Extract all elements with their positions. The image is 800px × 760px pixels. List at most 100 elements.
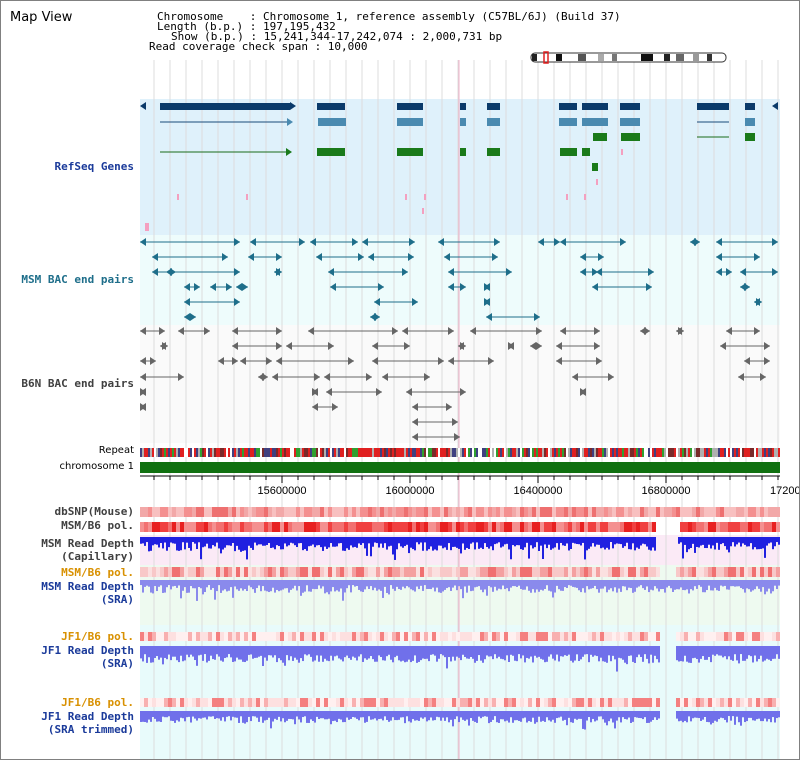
repeat-track-label[interactable]: Repeat [98, 445, 134, 456]
bac-end[interactable] [159, 327, 165, 335]
bac-end[interactable] [222, 253, 228, 261]
bac-end[interactable] [716, 268, 722, 276]
bac-end[interactable] [740, 268, 746, 276]
bac-end[interactable] [538, 238, 544, 246]
bac-end[interactable] [556, 342, 562, 350]
bac-end[interactable] [232, 327, 238, 335]
chromosome-track-label[interactable]: chromosome 1 [59, 461, 134, 472]
gene-feature[interactable] [559, 103, 577, 110]
bac-end[interactable] [486, 313, 492, 321]
bac-end[interactable] [178, 373, 184, 381]
bac-end[interactable] [594, 342, 600, 350]
bac-end[interactable] [694, 238, 700, 246]
pseudo-gene[interactable] [566, 194, 568, 200]
bac-end[interactable] [404, 342, 410, 350]
bac-end[interactable] [608, 373, 614, 381]
bac-end[interactable] [240, 357, 246, 365]
bac-end[interactable] [374, 298, 380, 306]
gene-feature[interactable] [745, 133, 755, 141]
gene-feature[interactable] [582, 103, 608, 110]
bac-end[interactable] [242, 283, 248, 291]
bac-end[interactable] [362, 238, 368, 246]
pseudo-gene[interactable] [584, 194, 586, 200]
bac-end[interactable] [412, 433, 418, 441]
bac-end[interactable] [620, 238, 626, 246]
bac-end[interactable] [316, 253, 322, 261]
bac-end[interactable] [530, 342, 536, 350]
gene-feature[interactable] [745, 103, 755, 110]
bac-end[interactable] [376, 388, 382, 396]
bac-end[interactable] [460, 388, 466, 396]
bac-end[interactable] [152, 268, 158, 276]
bac-end[interactable] [438, 357, 444, 365]
b6n-bac-track-label[interactable]: B6N BAC end pairs [21, 377, 134, 390]
bac-end[interactable] [756, 298, 762, 306]
bac-end[interactable] [332, 403, 338, 411]
bac-end[interactable] [754, 327, 760, 335]
bac-end[interactable] [406, 388, 412, 396]
gene-feature[interactable] [160, 103, 290, 110]
bac-end[interactable] [326, 388, 332, 396]
bac-end[interactable] [484, 283, 490, 291]
bac-end[interactable] [448, 268, 454, 276]
bac-end[interactable] [764, 357, 770, 365]
bac-end[interactable] [140, 388, 146, 396]
gene-feature[interactable] [317, 103, 345, 110]
msm-pol-track-label[interactable]: MSM/B6 pol. [61, 519, 134, 532]
jf1-depth-trimmed-label[interactable]: JF1 Read Depth [41, 710, 134, 723]
bac-end[interactable] [248, 253, 254, 261]
bac-end[interactable] [744, 283, 750, 291]
bac-end[interactable] [596, 268, 602, 276]
jf1-depth-track[interactable] [140, 646, 780, 672]
gene-feature[interactable] [621, 133, 640, 141]
gene-feature[interactable] [460, 118, 466, 126]
b6n-bac-pairs-track[interactable] [140, 327, 770, 441]
msm-depth-sra-track[interactable] [140, 580, 780, 601]
gene-feature[interactable] [460, 103, 466, 110]
bac-end[interactable] [330, 283, 336, 291]
bac-end[interactable] [324, 373, 330, 381]
msm-depth-sra-label[interactable]: MSM Read Depth [41, 580, 134, 593]
bac-end[interactable] [438, 238, 444, 246]
dbsnp-track-label[interactable]: dbSNP(Mouse) [54, 505, 134, 518]
bac-end[interactable] [190, 313, 196, 321]
bac-end[interactable] [556, 357, 562, 365]
msm-pol-sra-label[interactable]: MSM/B6 pol. [61, 566, 134, 579]
bac-end[interactable] [409, 238, 415, 246]
chromosome-bar[interactable] [140, 462, 780, 473]
bac-end[interactable] [726, 268, 732, 276]
bac-end[interactable] [162, 342, 168, 350]
bac-end[interactable] [372, 357, 378, 365]
bac-end[interactable] [716, 253, 722, 261]
bac-end[interactable] [592, 283, 598, 291]
bac-end[interactable] [408, 253, 414, 261]
bac-end[interactable] [234, 298, 240, 306]
bac-end[interactable] [184, 298, 190, 306]
bac-end[interactable] [402, 268, 408, 276]
bac-end[interactable] [232, 342, 238, 350]
refseq-genes-track[interactable] [140, 102, 778, 231]
gene-feature[interactable] [620, 103, 640, 110]
bac-end[interactable] [348, 357, 354, 365]
bac-end[interactable] [764, 342, 770, 350]
bac-end[interactable] [596, 357, 602, 365]
bac-end[interactable] [452, 418, 458, 426]
gene-feature[interactable] [592, 163, 598, 171]
gene-feature[interactable] [317, 148, 345, 156]
bac-end[interactable] [648, 268, 654, 276]
bac-end[interactable] [560, 238, 566, 246]
gene-feature[interactable] [582, 118, 608, 126]
bac-end[interactable] [218, 357, 224, 365]
dbsnp-track[interactable] [140, 507, 780, 517]
bac-end[interactable] [412, 403, 418, 411]
bac-end[interactable] [506, 268, 512, 276]
bac-end[interactable] [446, 403, 452, 411]
pseudo-gene[interactable] [596, 179, 598, 185]
bac-end[interactable] [236, 283, 242, 291]
gene-feature[interactable] [620, 118, 640, 126]
bac-end[interactable] [140, 373, 146, 381]
msm-depth-capillary-track[interactable] [140, 537, 780, 560]
bac-end[interactable] [204, 327, 210, 335]
bac-end[interactable] [368, 253, 374, 261]
